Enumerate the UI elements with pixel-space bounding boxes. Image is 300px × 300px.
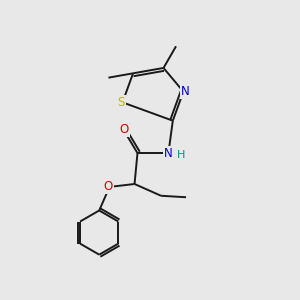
Text: N: N: [164, 147, 173, 160]
Text: H: H: [177, 150, 185, 161]
Text: N: N: [181, 85, 189, 98]
Text: S: S: [117, 96, 125, 109]
Text: O: O: [103, 180, 113, 194]
Text: O: O: [120, 123, 129, 136]
